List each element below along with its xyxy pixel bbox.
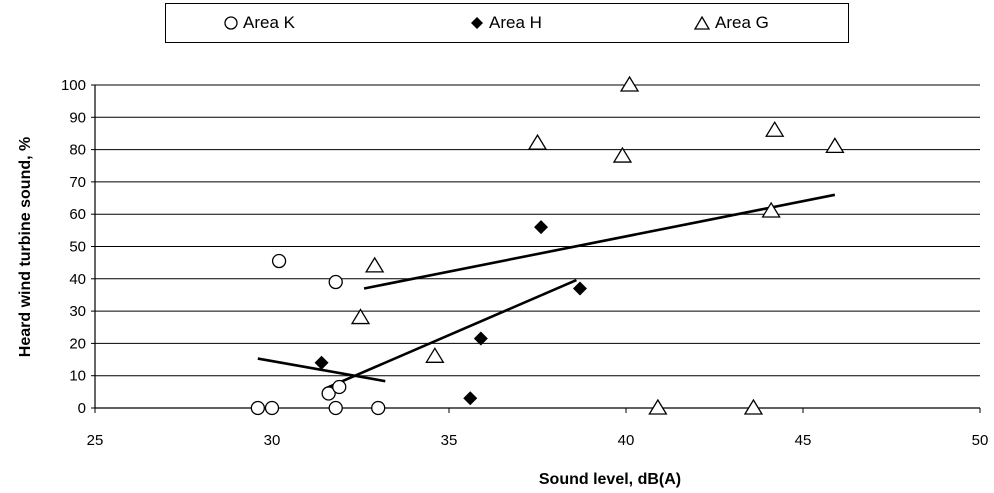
legend-item-area-k: Area K (223, 13, 295, 33)
legend-label-area-g: Area G (715, 13, 769, 32)
x-tick-label: 45 (795, 432, 812, 449)
data-points (250, 75, 845, 416)
point-area-k (321, 386, 336, 401)
trendline-area-g (363, 193, 836, 290)
y-tick-label: 100 (61, 77, 86, 94)
point-area-g (612, 146, 633, 163)
point-area-h (534, 220, 549, 235)
legend: Area K Area H Area G (165, 3, 849, 43)
y-axis-label: Heard wind turbine sound, % (17, 137, 34, 357)
x-tick-label: 50 (972, 432, 989, 449)
y-tick-label: 20 (69, 335, 86, 352)
x-tick-label: 30 (264, 432, 281, 449)
point-area-h (463, 391, 478, 406)
point-area-k (264, 400, 280, 416)
trendline-area-k (257, 357, 386, 383)
point-area-g (350, 308, 371, 325)
y-tick-label: 30 (69, 303, 86, 320)
point-area-k (328, 400, 343, 416)
trendline-area-h (324, 278, 577, 390)
legend-item-area-g: Area G (693, 13, 769, 33)
point-area-h (572, 281, 587, 296)
trendlines (257, 193, 836, 390)
y-tick-label: 70 (69, 174, 86, 191)
y-tick-label: 60 (69, 206, 86, 223)
filled-diamond-marker-icon (471, 17, 483, 29)
point-area-g (365, 256, 385, 273)
point-area-g (648, 398, 668, 415)
point-area-g (425, 347, 445, 363)
point-area-g (761, 201, 781, 218)
point-area-k (328, 274, 343, 290)
y-tick-label: 50 (69, 239, 86, 256)
open-triangle-marker-icon (693, 15, 711, 30)
y-tick-label: 90 (69, 109, 86, 126)
point-area-k (250, 400, 265, 416)
y-tick-label: 40 (69, 271, 86, 288)
point-area-g (527, 133, 548, 150)
y-tick-label: 10 (69, 368, 86, 385)
y-tick-label: 80 (69, 142, 86, 159)
x-axis-label: Sound level, dB(A) (539, 471, 681, 488)
legend-item-area-h: Area H (469, 13, 542, 33)
axes (91, 84, 981, 413)
legend-label-area-k: Area K (243, 13, 295, 32)
x-tick-label: 40 (618, 432, 635, 449)
legend-label-area-h: Area H (489, 13, 542, 32)
point-area-h (314, 355, 329, 370)
x-tick-label: 35 (441, 432, 458, 449)
point-area-g (825, 137, 845, 154)
point-area-k (332, 379, 347, 395)
point-area-h (473, 331, 488, 346)
tick-labels: 0 10 20 30 40 50 60 70 80 90 100 25 30 35 40 45 50 (61, 77, 988, 449)
point-area-g (765, 120, 785, 137)
x-tick-label: 25 (87, 432, 104, 449)
gridlines (95, 84, 980, 377)
point-area-g (743, 398, 764, 415)
point-area-k (371, 400, 386, 416)
y-tick-label: 0 (78, 400, 86, 417)
point-area-k (271, 253, 287, 269)
point-area-g (619, 75, 640, 92)
open-circle-marker-icon (224, 16, 238, 30)
